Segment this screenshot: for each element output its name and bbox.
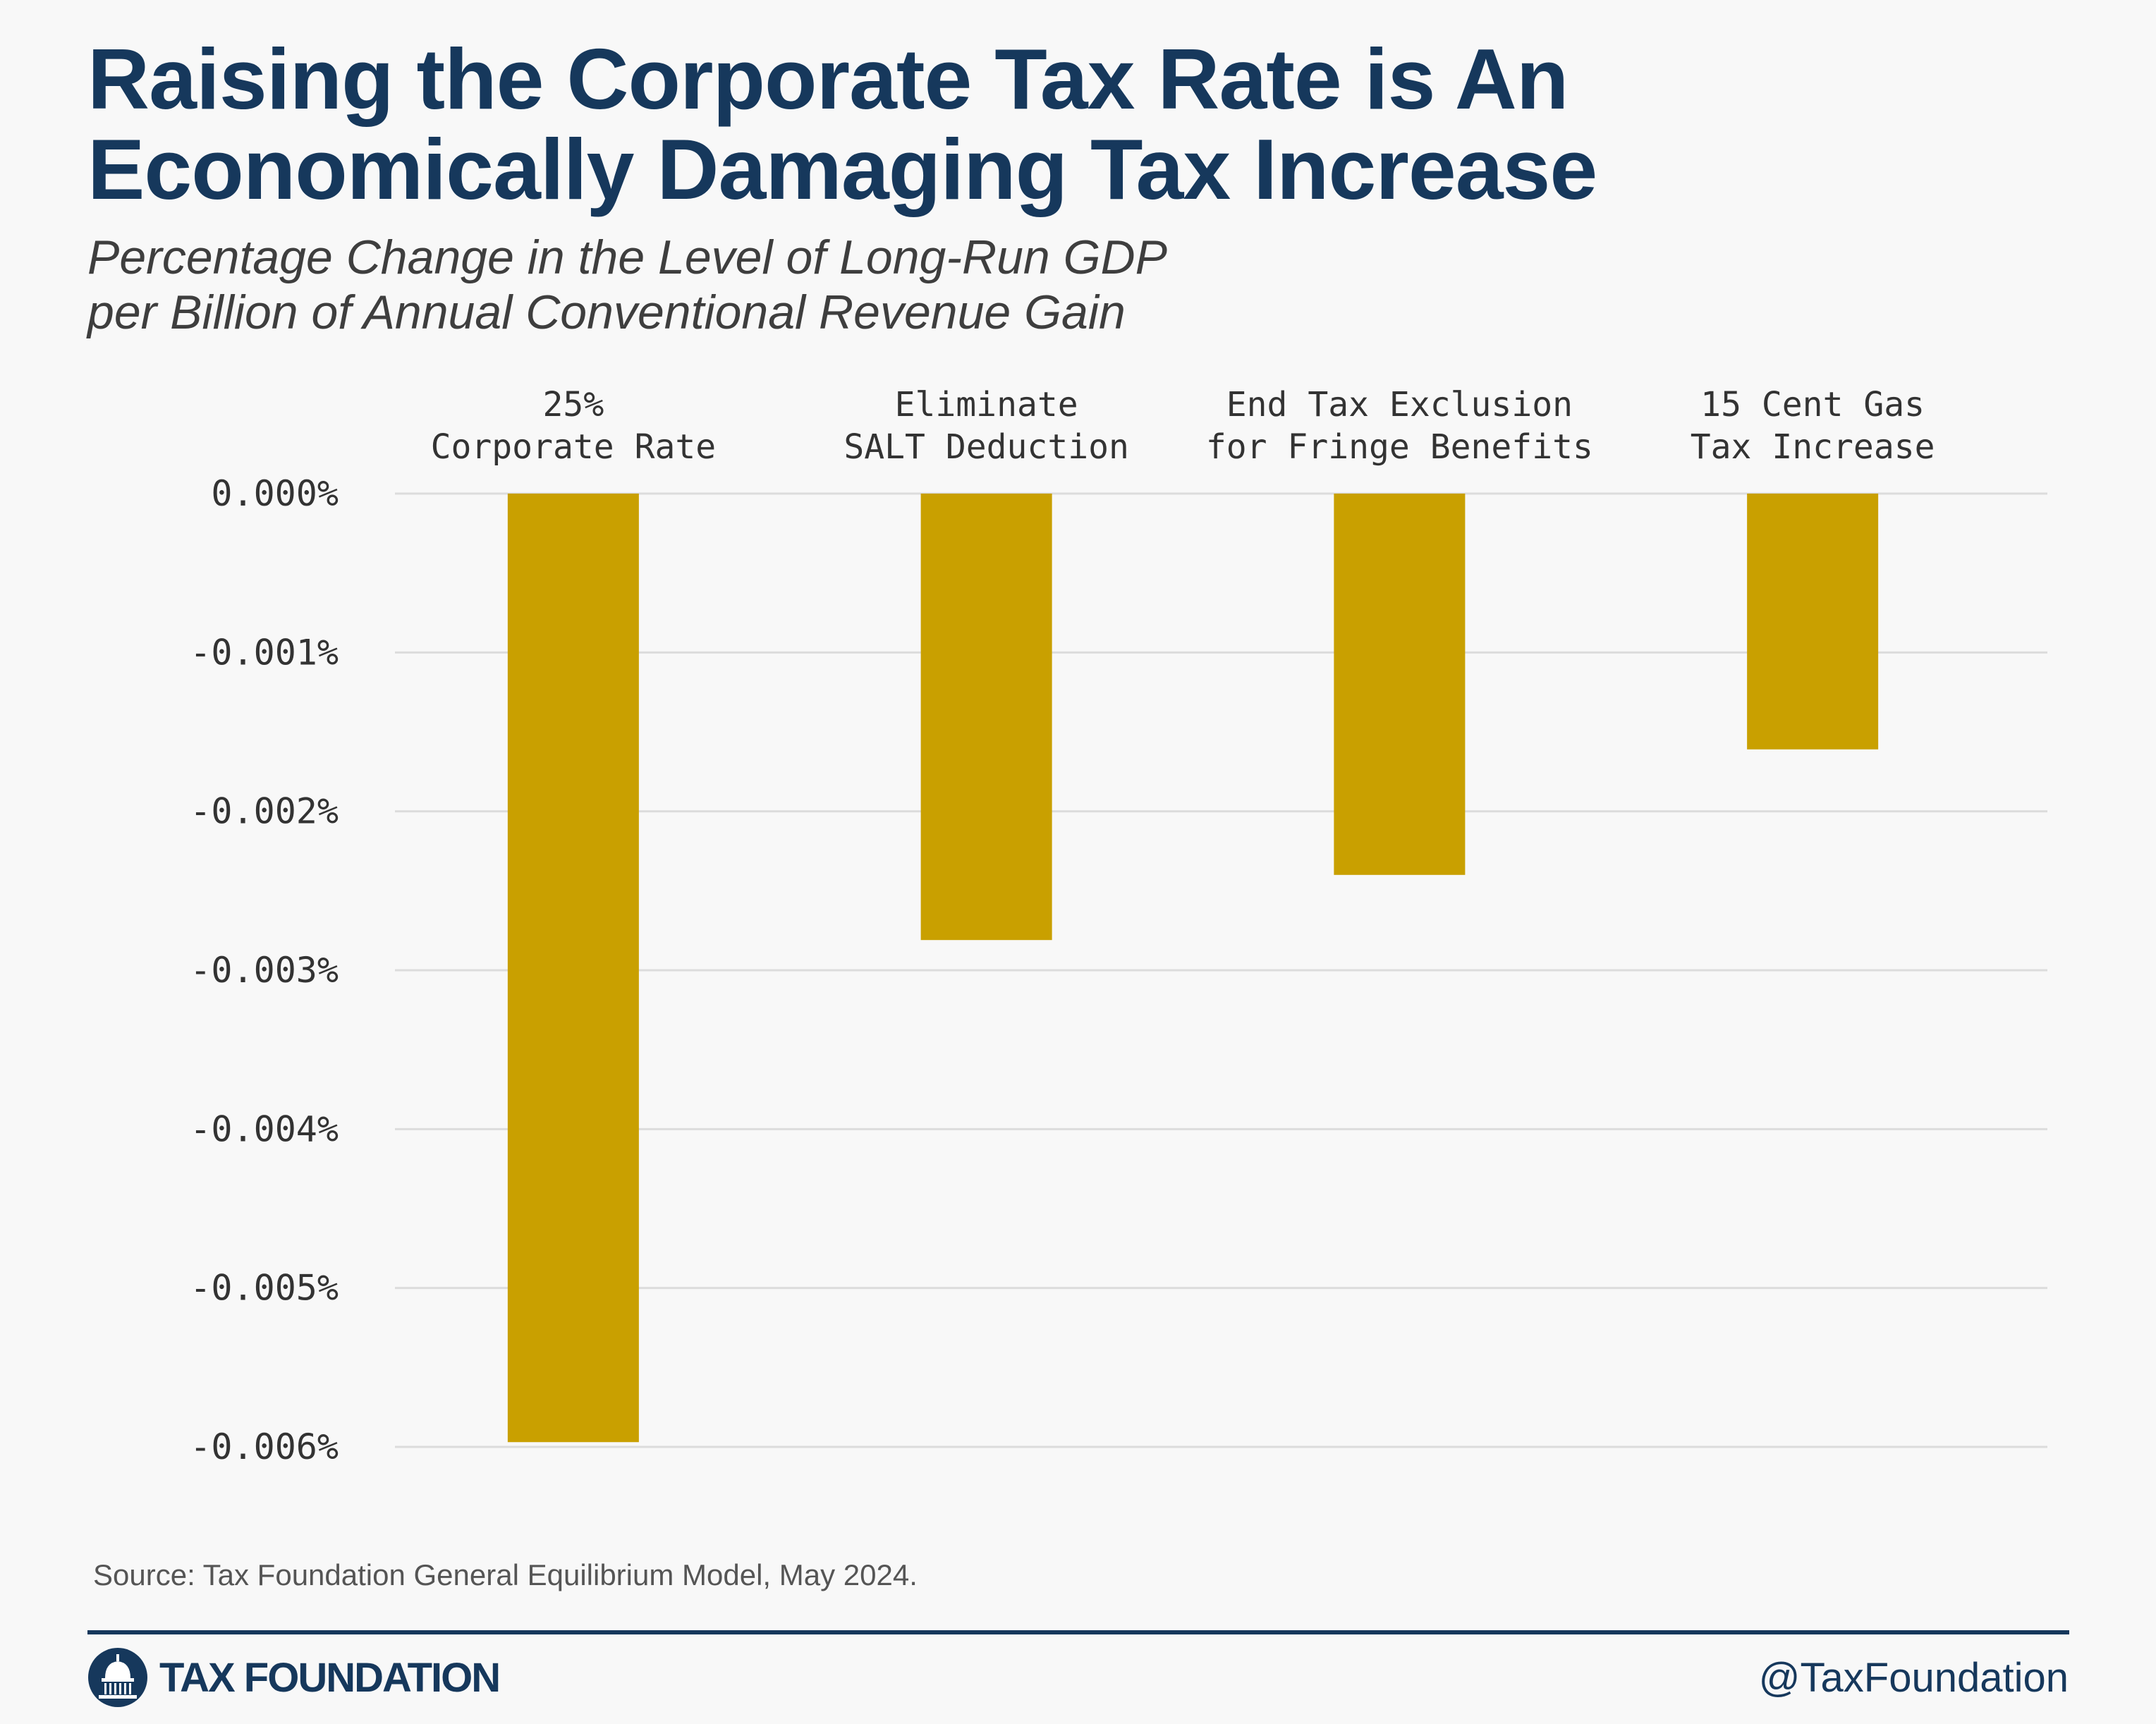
bar-chart: 0.000% -0.001% -0.002% -0.003% -0.004% -0.005…	[190, 385, 2047, 1467]
chart-subtitle: Percentage Change in the Level of Long-R…	[87, 230, 1498, 340]
y-axis-tick-labels: 0.000% -0.001% -0.002% -0.003% -0.004% -0.005…	[190, 473, 339, 1467]
category-label-line: 15 Cent Gas	[1700, 385, 1925, 424]
y-tick-label: -0.002%	[190, 791, 339, 832]
y-tick-label: -0.001%	[190, 632, 339, 673]
chart-title: Raising the Corporate Tax Rate is An Eco…	[87, 31, 1597, 217]
category-label-line: End Tax Exclusion	[1226, 385, 1573, 424]
category-label-line: for Fringe Benefits	[1206, 427, 1593, 467]
category-label-line: SALT Deduction	[843, 427, 1129, 467]
capitol-dome-icon	[88, 1648, 147, 1707]
category-label: 15 Cent Gas Tax Increase	[1691, 385, 1935, 467]
source-note: Source: Tax Foundation General Equilibri…	[93, 1558, 918, 1591]
category-label: Eliminate SALT Deduction	[843, 385, 1129, 467]
footer-divider	[87, 1630, 2069, 1634]
y-tick-label: 0.000%	[211, 473, 339, 514]
bars	[507, 494, 1879, 1443]
category-label-line: Corporate Rate	[431, 427, 717, 467]
category-label: End Tax Exclusion for Fringe Benefits	[1206, 385, 1593, 467]
category-labels: 25% Corporate Rate Eliminate SALT Deduction…	[431, 385, 1935, 467]
y-tick-label: -0.006%	[190, 1426, 339, 1467]
bar	[1747, 494, 1879, 750]
y-tick-label: -0.005%	[190, 1268, 339, 1309]
logo-text: TAX FOUNDATION	[159, 1654, 501, 1701]
subtitle-line-2: per Billion of Annual Conventional Reven…	[87, 286, 1126, 339]
category-label-line: Eliminate	[895, 385, 1078, 424]
bar	[507, 494, 639, 1443]
category-label: 25% Corporate Rate	[431, 385, 717, 467]
subtitle-line-1: Percentage Change in the Level of Long-R…	[87, 231, 1167, 284]
bar	[920, 494, 1052, 941]
category-label-line: 25%	[543, 385, 604, 424]
y-tick-label: -0.004%	[190, 1108, 339, 1149]
y-tick-label: -0.003%	[190, 950, 339, 991]
category-label-line: Tax Increase	[1691, 427, 1935, 467]
tax-foundation-logo: TAX FOUNDATION	[87, 1646, 501, 1709]
social-handle[interactable]: @TaxFoundation	[1758, 1655, 2069, 1701]
bar	[1334, 494, 1466, 875]
